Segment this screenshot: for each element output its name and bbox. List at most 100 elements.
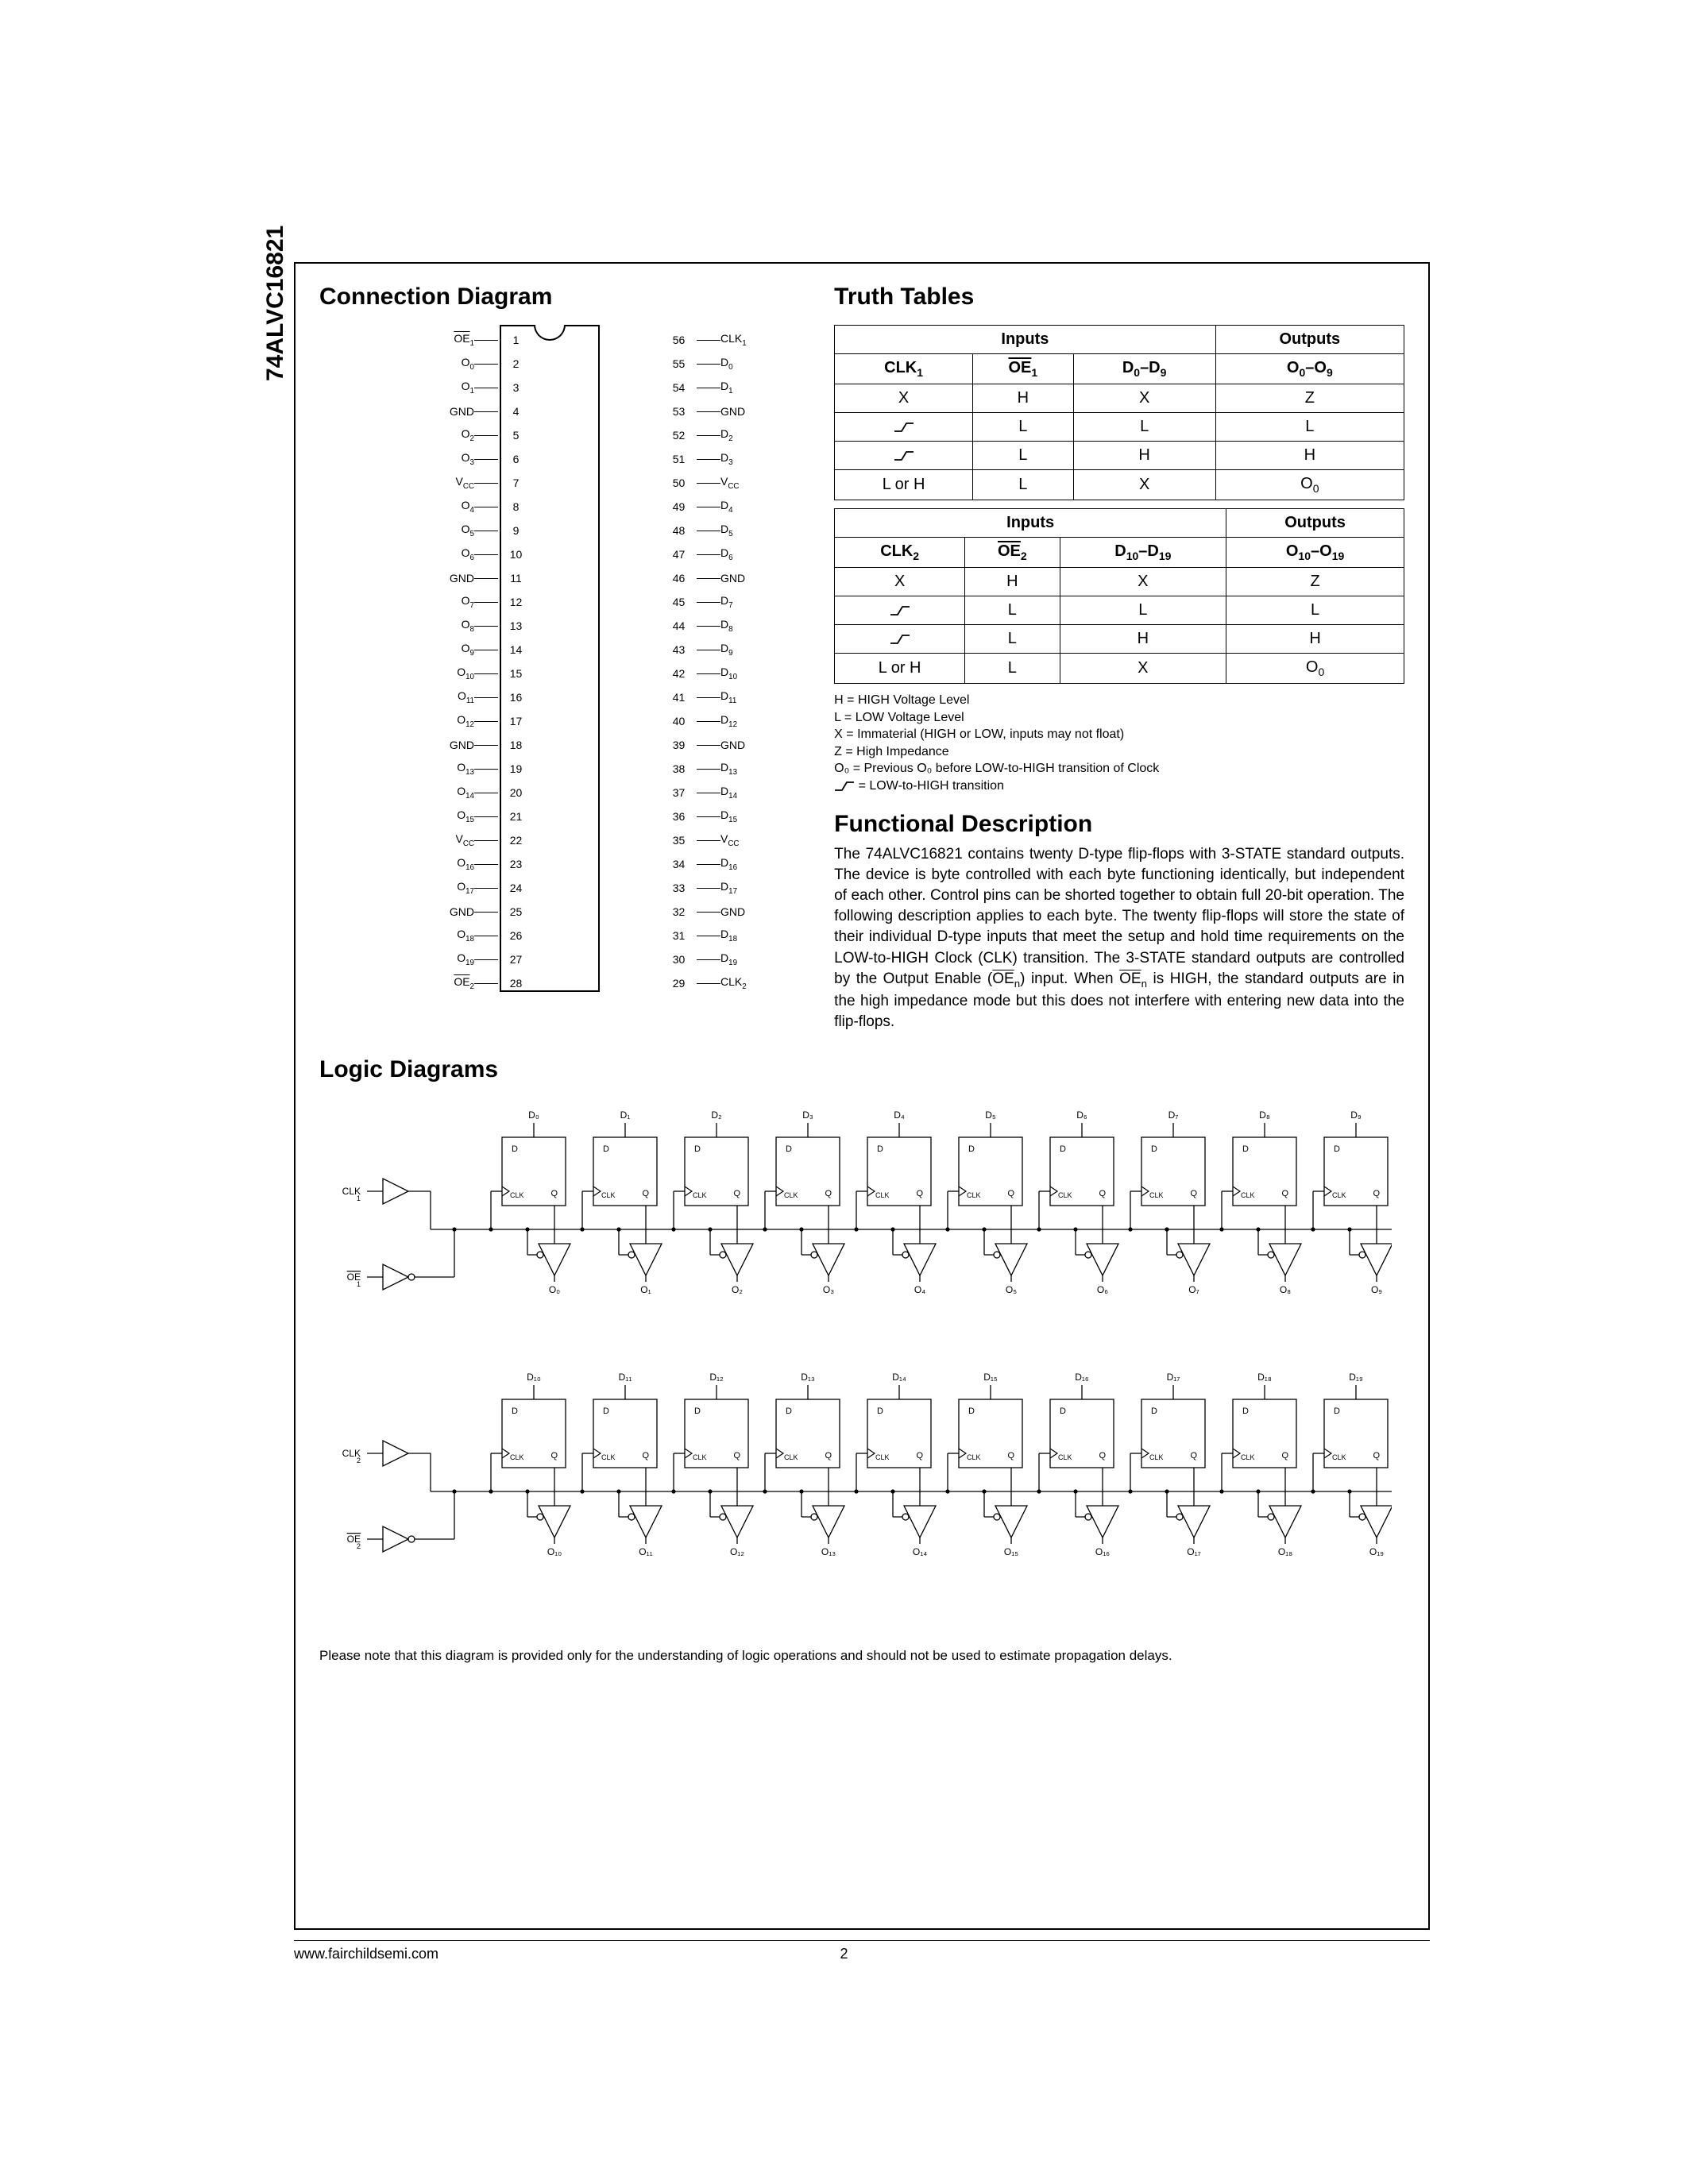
svg-text:O₇: O₇ xyxy=(1188,1284,1199,1295)
svg-text:Q: Q xyxy=(825,1189,832,1198)
svg-text:D: D xyxy=(968,1144,975,1154)
pin-23: O1623 xyxy=(431,852,550,876)
svg-text:CLK: CLK xyxy=(967,1453,981,1461)
svg-text:D: D xyxy=(1334,1144,1340,1154)
pin-27: O1927 xyxy=(431,947,550,971)
svg-text:D₃: D₃ xyxy=(802,1109,813,1121)
svg-text:CLK: CLK xyxy=(1058,1191,1072,1199)
svg-text:D₀: D₀ xyxy=(528,1109,539,1121)
svg-text:D₅: D₅ xyxy=(985,1109,996,1121)
svg-text:2: 2 xyxy=(357,1457,361,1464)
svg-text:O₂: O₂ xyxy=(732,1284,743,1295)
svg-text:D₁₉: D₁₉ xyxy=(1349,1372,1363,1383)
pin-50: VCC50 xyxy=(645,471,764,495)
svg-text:Q: Q xyxy=(1373,1189,1380,1198)
pin-31: D1831 xyxy=(645,924,764,947)
svg-text:O₁₃: O₁₃ xyxy=(821,1546,836,1557)
svg-text:CLK: CLK xyxy=(510,1453,524,1461)
svg-text:O₁₁: O₁₁ xyxy=(639,1546,652,1557)
svg-text:CLK: CLK xyxy=(875,1191,890,1199)
svg-text:O₁₂: O₁₂ xyxy=(730,1546,744,1557)
footer-url: www.fairchildsemi.com xyxy=(294,1946,438,1962)
svg-text:CLK: CLK xyxy=(601,1191,616,1199)
svg-text:D: D xyxy=(786,1144,792,1154)
svg-text:O₁₇: O₁₇ xyxy=(1187,1546,1201,1557)
pin-36: D1536 xyxy=(645,805,764,828)
pin-26: O1826 xyxy=(431,924,550,947)
pin-13: O813 xyxy=(431,614,550,638)
svg-text:D: D xyxy=(877,1406,883,1416)
pin-34: D1634 xyxy=(645,852,764,876)
svg-text:CLK: CLK xyxy=(510,1191,524,1199)
functional-description-text: The 74ALVC16821 contains twenty D-type f… xyxy=(834,844,1404,1033)
svg-text:Q: Q xyxy=(550,1451,558,1461)
pin-16: O1116 xyxy=(431,685,550,709)
svg-text:CLK: CLK xyxy=(875,1453,890,1461)
svg-text:D: D xyxy=(968,1406,975,1416)
pin-56: CLK156 xyxy=(645,328,764,352)
pin-22: VCC22 xyxy=(431,828,550,852)
pin-2: O02 xyxy=(431,352,550,376)
right-column: Truth Tables InputsOutputsCLK1OE1D0–D9O0… xyxy=(834,284,1404,1032)
svg-text:D: D xyxy=(1060,1144,1066,1154)
svg-text:Q: Q xyxy=(733,1189,740,1198)
svg-text:O₁₄: O₁₄ xyxy=(913,1546,927,1557)
pin-44: D844 xyxy=(645,614,764,638)
svg-text:O₁₀: O₁₀ xyxy=(547,1546,562,1557)
svg-text:O₁₆: O₁₆ xyxy=(1095,1546,1110,1557)
pin-51: D351 xyxy=(645,447,764,471)
svg-text:CLK: CLK xyxy=(693,1453,707,1461)
svg-text:Q: Q xyxy=(1190,1189,1197,1198)
svg-text:D₇: D₇ xyxy=(1168,1109,1179,1121)
svg-text:D: D xyxy=(512,1406,518,1416)
svg-text:O₄: O₄ xyxy=(914,1284,925,1295)
part-number-sidebar: 74ALVC16821 xyxy=(262,226,289,381)
svg-text:D₈: D₈ xyxy=(1259,1109,1270,1121)
pin-20: O1420 xyxy=(431,781,550,805)
svg-text:D₁₀: D₁₀ xyxy=(527,1372,541,1383)
svg-text:D₁₈: D₁₈ xyxy=(1257,1372,1272,1383)
svg-text:D₂: D₂ xyxy=(711,1109,722,1121)
pin-1: OE11 xyxy=(431,328,550,352)
left-column: Connection Diagram OE11O02O13GND4O25O36V… xyxy=(319,284,802,1032)
svg-text:Q: Q xyxy=(1099,1451,1106,1461)
pin-42: D1042 xyxy=(645,662,764,685)
pin-5: O25 xyxy=(431,423,550,447)
two-column-layout: Connection Diagram OE11O02O13GND4O25O36V… xyxy=(319,284,1404,1032)
content-frame: Connection Diagram OE11O02O13GND4O25O36V… xyxy=(294,262,1430,1930)
pin-43: D943 xyxy=(645,638,764,662)
svg-text:D: D xyxy=(1334,1406,1340,1416)
truth-tables: InputsOutputsCLK1OE1D0–D9O0–O9XHXZLLLLHH… xyxy=(834,325,1404,684)
pin-3: O13 xyxy=(431,376,550,399)
pin-8: O48 xyxy=(431,495,550,519)
svg-text:Q: Q xyxy=(1373,1451,1380,1461)
svg-text:CLK: CLK xyxy=(784,1191,798,1199)
svg-text:CLK: CLK xyxy=(784,1453,798,1461)
svg-text:Q: Q xyxy=(642,1189,649,1198)
pin-35: VCC35 xyxy=(645,828,764,852)
functional-description-heading: Functional Description xyxy=(834,811,1404,838)
pin-14: O914 xyxy=(431,638,550,662)
svg-text:1: 1 xyxy=(357,1280,361,1288)
svg-text:O₁: O₁ xyxy=(640,1284,651,1295)
svg-text:D: D xyxy=(694,1406,701,1416)
footer-rule xyxy=(294,1940,1430,1941)
pin-45: D745 xyxy=(645,590,764,614)
svg-text:O₅: O₅ xyxy=(1006,1284,1017,1295)
pin-18: GND18 xyxy=(431,733,550,757)
svg-text:D: D xyxy=(512,1144,518,1154)
pin-38: D1338 xyxy=(645,757,764,781)
svg-text:D₁₁: D₁₁ xyxy=(619,1372,632,1383)
pin-52: D252 xyxy=(645,423,764,447)
pin-28: OE228 xyxy=(431,971,550,995)
svg-text:CLK: CLK xyxy=(1058,1453,1072,1461)
pin-39: GND39 xyxy=(645,733,764,757)
svg-text:D: D xyxy=(1060,1406,1066,1416)
logic-diagrams-heading: Logic Diagrams xyxy=(319,1056,1404,1083)
pin-49: D449 xyxy=(645,495,764,519)
svg-text:O₁₉: O₁₉ xyxy=(1369,1546,1384,1557)
pin-21: O1521 xyxy=(431,805,550,828)
svg-text:Q: Q xyxy=(1281,1189,1288,1198)
svg-text:D: D xyxy=(1242,1406,1249,1416)
pin-47: D647 xyxy=(645,542,764,566)
